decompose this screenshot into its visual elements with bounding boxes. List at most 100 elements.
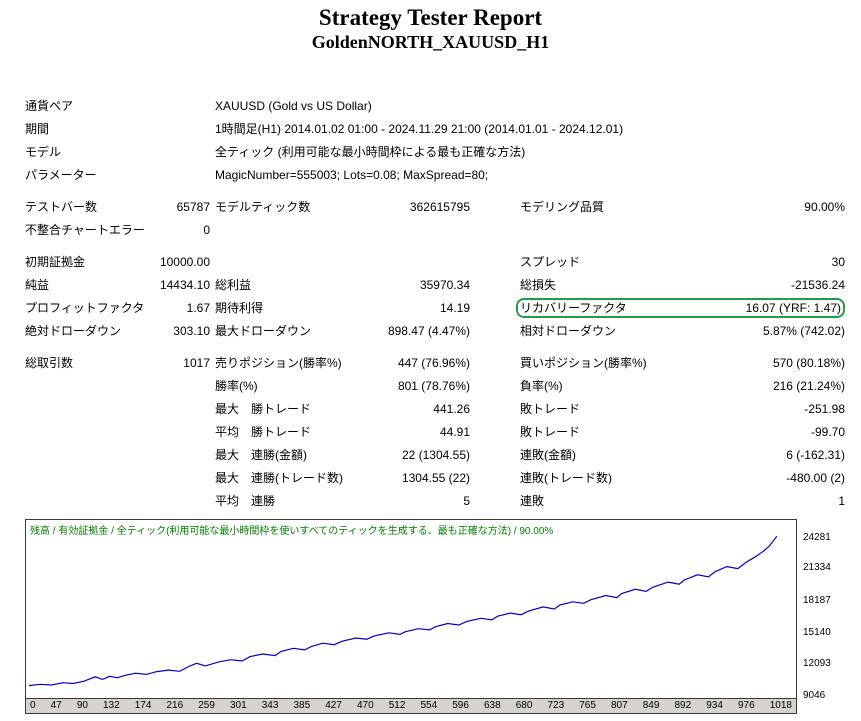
stat-label: プロフィットファクタ: [25, 301, 145, 316]
info-value: MagicNumber=555003; Lots=0.08; MaxSpread…: [215, 167, 489, 182]
y-axis: 24281 21334 18187 15140 12093 9046: [797, 519, 852, 714]
stat-value: 30: [831, 254, 845, 269]
stat-label: 連敗(金額): [520, 448, 576, 463]
stat-label: モデルティック数: [215, 200, 311, 215]
info-section: 通貨ペア XAUUSD (Gold vs US Dollar) 期間 1時間足(H1)…: [25, 94, 861, 186]
x-axis-label: 512: [388, 700, 406, 712]
info-value: XAUUSD (Gold vs US Dollar): [215, 98, 372, 113]
stat-value: -480.00 (2): [786, 470, 845, 485]
stat-label: 総取引数: [25, 356, 74, 371]
stat-value: 6 (-162.31): [786, 447, 845, 462]
stat-label: 総損失: [520, 278, 557, 293]
stat-label: 絶対ドローダウン: [25, 324, 122, 339]
stat-value: 216 (21.24%): [772, 378, 845, 393]
stat-value: 303.10: [173, 323, 210, 338]
x-axis-label: 638: [484, 700, 501, 712]
info-label: パラメーター: [25, 168, 97, 183]
info-value: 全ティック (利用可能な最小時間枠による最も正確な方法): [215, 145, 526, 160]
stat-value: 44.91: [439, 424, 470, 439]
balance-chart: 残高 / 有効証拠金 / 全ティック(利用可能な最小時間枠を使いすべてのティック…: [25, 519, 861, 715]
stat-value: 0: [203, 222, 210, 237]
stat-value: 14.19: [439, 300, 470, 315]
y-axis-label: 15140: [803, 626, 831, 638]
x-axis-label: 554: [420, 700, 438, 712]
x-axis-label: 723: [547, 700, 565, 712]
stat-label: 総利益: [215, 278, 252, 293]
strategy-name: GoldenNORTH_XAUUSD_H1: [311, 31, 550, 52]
stat-label: 敗トレード: [520, 425, 581, 440]
stat-value: 898.47 (4.47%): [387, 323, 470, 338]
stat-group: テストバー数 65787 モデルティック数 362615795 モデリング品質 90.00…: [25, 195, 861, 241]
info-row: パラメーター MagicNumber=555003; Lots=0.08; Max…: [25, 163, 861, 186]
stat-value: 16.07 (YRF: 1.47): [745, 300, 841, 315]
stat-value: 5.87% (742.02): [762, 323, 845, 338]
stat-value: 1304.55 (22): [401, 470, 470, 485]
x-axis-label: 892: [674, 700, 692, 712]
x-axis-label: 934: [706, 700, 723, 712]
stat-group: 総取引数 1017 売りポジション(勝率%) 447 (76.96%) 買いポジション(…: [25, 351, 861, 512]
stat-value: -21536.24: [790, 277, 845, 292]
stat-row: 最大 連勝(金額) 22 (1304.55) 連敗(金額) 6 (-162.31): [25, 443, 861, 466]
stat-label: 最大 連勝(金額): [215, 448, 307, 463]
x-axis-label: 765: [579, 700, 596, 712]
stat-label: 平均 勝トレード: [215, 425, 312, 440]
stat-value: -251.98: [804, 401, 845, 416]
chart-header-text: 残高 / 有効証拠金 / 全ティック(利用可能な最小時間枠を使いすべてのティック…: [30, 526, 554, 538]
x-axis-label: 849: [642, 700, 660, 712]
x-axis-label: 596: [452, 700, 469, 712]
stat-row: 最大 連勝(トレード数) 1304.55 (22) 連敗(トレード数) -480.00…: [25, 466, 861, 489]
info-label: モデル: [25, 145, 62, 160]
stat-value: 441.26: [433, 401, 470, 416]
stat-label: 不整合チャートエラー: [25, 223, 145, 238]
info-row: モデル 全ティック (利用可能な最小時間枠による最も正確な方法): [25, 140, 861, 163]
stat-value: 65787: [176, 199, 210, 214]
stat-value: 1.67: [186, 300, 210, 315]
x-axis-label: 301: [230, 700, 247, 712]
x-axis-label: 174: [134, 700, 152, 712]
stat-label: テストバー数: [25, 200, 98, 215]
y-axis-label: 12093: [803, 658, 831, 670]
stat-label: 期待利得: [215, 301, 264, 316]
stat-value: 447 (76.96%): [397, 355, 470, 370]
stat-group: 初期証拠金 10000.00 スプレッド 30 純益 14434.10 総利益 35970.3…: [25, 250, 861, 342]
stat-row: 不整合チャートエラー 0: [25, 218, 861, 241]
x-axis-label: 976: [738, 700, 755, 712]
statistics-section: テストバー数 65787 モデルティック数 362615795 モデリング品質 90.00…: [25, 195, 861, 512]
report-table: 通貨ペア XAUUSD (Gold vs US Dollar) 期間 1時間足(H1)…: [25, 94, 861, 512]
stat-label: 負率(%): [520, 379, 563, 394]
stat-label: モデリング品質: [520, 200, 605, 215]
stat-row: 絶対ドローダウン 303.10 最大ドローダウン 898.47 (4.47%) 相対ドロ…: [25, 319, 861, 342]
x-axis-label: 47: [50, 700, 62, 712]
x-axis-label: 680: [515, 700, 533, 712]
stat-row: 平均 連勝 5 連敗 1: [25, 489, 861, 512]
x-axis-label: 1018: [769, 700, 792, 712]
y-axis-label: 9046: [803, 689, 826, 701]
stat-value: 35970.34: [419, 277, 470, 292]
stat-label: 勝率(%): [215, 379, 258, 394]
info-row: 期間 1時間足(H1) 2014.01.02 01:00 - 2024.11.29…: [25, 117, 861, 140]
stat-value: 362615795: [409, 199, 470, 214]
stat-row: プロフィットファクタ 1.67 期待利得 14.19 リカバリーファクタ 16.07 (Y…: [25, 296, 861, 319]
chart-plot-area: 残高 / 有効証拠金 / 全ティック(利用可能な最小時間枠を使いすべてのティック…: [25, 519, 797, 700]
stat-value: 90.00%: [804, 199, 845, 214]
stat-value: -99.70: [810, 424, 845, 439]
stat-label: 買いポジション(勝率%): [520, 356, 647, 371]
x-axis-label: 216: [166, 700, 184, 712]
y-axis-label: 21334: [803, 562, 831, 574]
info-label: 通貨ペア: [25, 99, 74, 114]
stat-label: 平均 連勝: [215, 494, 276, 509]
stat-row: 平均 勝トレード 44.91 敗トレード -99.70: [25, 420, 861, 443]
stat-row: テストバー数 65787 モデルティック数 362615795 モデリング品質 90.00…: [25, 195, 861, 218]
x-axis-label: 807: [611, 700, 628, 712]
stat-value: 1: [838, 493, 845, 508]
stat-label: 売りポジション(勝率%): [215, 356, 342, 371]
stat-label: 敗トレード: [520, 402, 581, 417]
stat-value: 14434.10: [159, 277, 210, 292]
stat-label: 純益: [25, 278, 50, 293]
stat-row: 勝率(%) 801 (78.76%) 負率(%) 216 (21.24%): [25, 374, 861, 397]
info-label: 期間: [25, 122, 50, 137]
stat-label: スプレッド: [520, 255, 581, 270]
stat-value: 5: [463, 493, 470, 508]
stat-label: 連敗(トレード数): [520, 471, 612, 486]
stat-value: 801 (78.76%): [397, 378, 470, 393]
